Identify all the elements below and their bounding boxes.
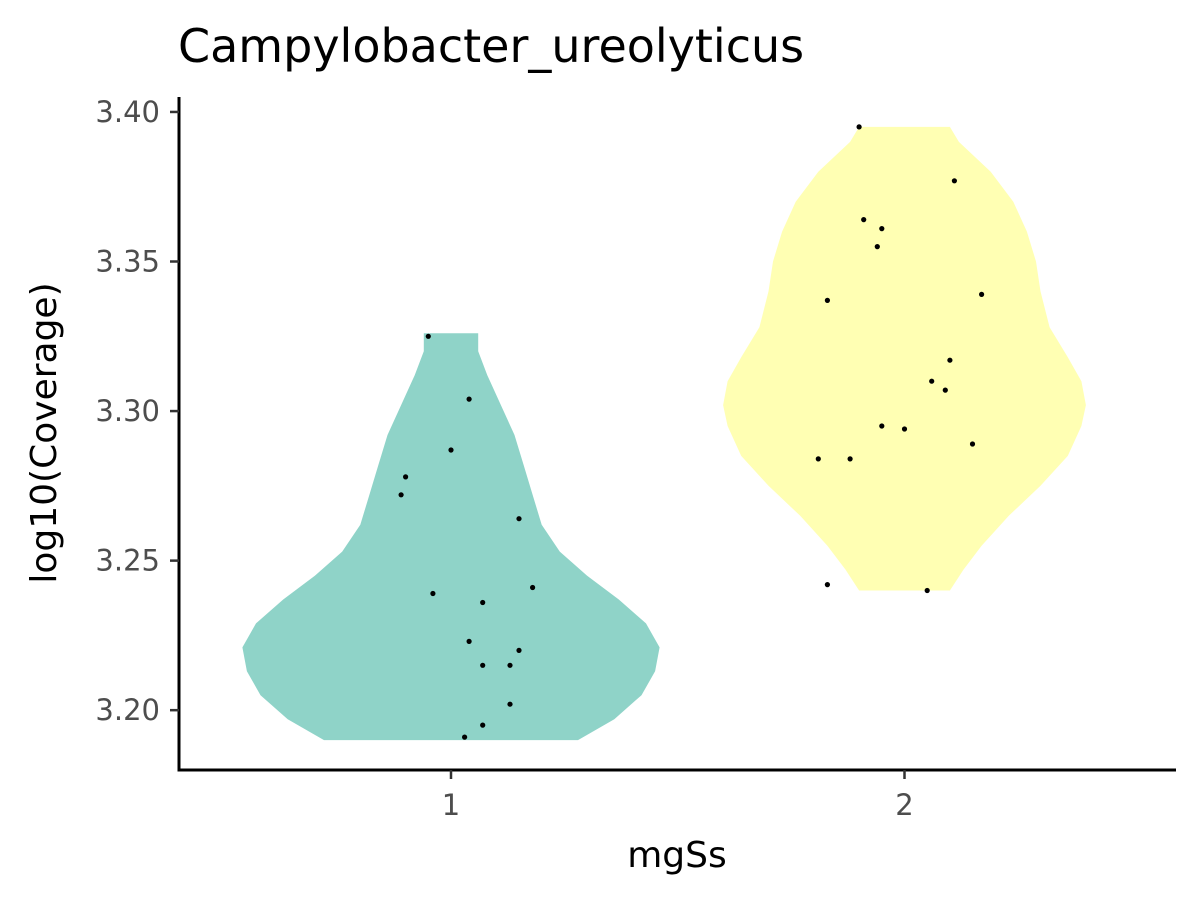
violin-1	[242, 333, 660, 741]
data-point-2-15	[824, 582, 831, 588]
data-point-2-12	[969, 441, 976, 447]
data-point-1-9	[466, 638, 472, 645]
chart-title: Campylobacter_ureolyticus	[178, 19, 804, 73]
points-layer	[398, 124, 985, 740]
violin-2	[723, 126, 1086, 591]
data-point-2-9	[942, 387, 948, 393]
data-point-2-16	[924, 587, 930, 594]
data-point-1-1	[466, 396, 472, 402]
data-point-1-7	[430, 590, 436, 597]
data-point-2-11	[901, 426, 908, 432]
data-point-2-5	[979, 291, 985, 297]
y-axis-title: log10(Coverage)	[24, 282, 65, 583]
data-point-1-13	[507, 701, 513, 707]
data-point-1-14	[480, 722, 486, 728]
data-point-2-3	[879, 226, 885, 232]
data-point-2-2	[861, 217, 867, 223]
data-point-1-2	[448, 447, 454, 453]
data-point-1-12	[507, 662, 513, 668]
x-axis-title: mgSs	[627, 835, 727, 876]
data-point-2-7	[947, 357, 953, 363]
violins-layer	[242, 126, 1086, 741]
y-tick-label: 3.25	[95, 544, 160, 578]
data-point-1-11	[480, 662, 486, 668]
y-tick-label: 3.40	[95, 95, 160, 129]
data-point-1-4	[398, 492, 404, 498]
data-point-1-0	[425, 333, 431, 339]
data-point-1-6	[530, 584, 536, 591]
data-point-2-0	[856, 124, 862, 130]
y-tick-label: 3.30	[95, 394, 160, 428]
x-tick-label: 2	[895, 788, 913, 822]
data-point-1-3	[403, 474, 409, 480]
data-point-2-10	[879, 423, 885, 429]
data-point-2-14	[847, 456, 853, 462]
x-tick-label: 1	[442, 788, 460, 822]
data-point-1-8	[480, 599, 486, 606]
data-point-2-6	[824, 297, 831, 303]
data-point-1-5	[516, 516, 522, 522]
data-point-2-1	[951, 178, 958, 184]
data-point-2-13	[815, 456, 821, 462]
y-tick-label: 3.35	[95, 245, 160, 279]
y-tick-label: 3.20	[95, 693, 160, 727]
data-point-1-15	[462, 734, 468, 740]
data-point-2-8	[929, 378, 935, 384]
data-point-2-4	[874, 244, 880, 250]
data-point-1-10	[516, 647, 522, 654]
y-axis-ticks: 3.20 3.25 3.30 3.35 3.40	[95, 95, 179, 727]
